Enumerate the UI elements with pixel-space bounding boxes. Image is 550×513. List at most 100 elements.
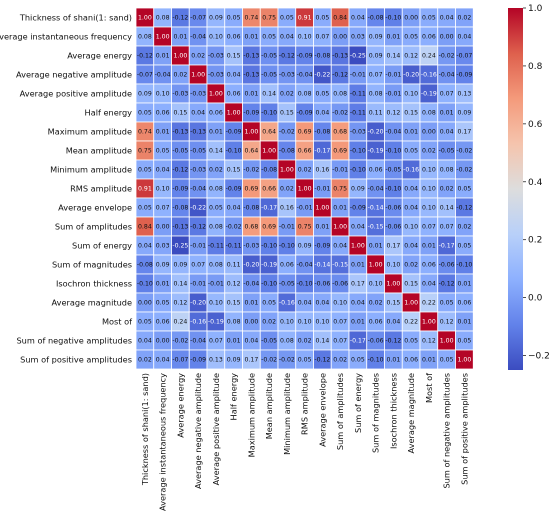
column-label: Maximum amplitude: [246, 373, 256, 457]
cell-value-label: 0.05: [156, 148, 170, 155]
cell-value-label: -0.01: [279, 224, 295, 231]
cell-value-label: 0.74: [244, 15, 258, 22]
cell-value-label: 0.06: [369, 167, 383, 174]
cell-value-label: -0.12: [439, 281, 455, 288]
cell-value-label: 0.01: [351, 319, 365, 326]
cell-value-label: 0.75: [262, 15, 276, 22]
cell-value-label: -0.11: [208, 243, 224, 250]
cell-value-label: -0.10: [350, 167, 366, 174]
cell-value-label: -0.01: [332, 167, 348, 174]
cell-value-label: -0.22: [190, 205, 206, 212]
row-label: Average energy: [67, 51, 132, 61]
cell-value-label: 0.03: [351, 34, 365, 41]
cell-value-label: 0.08: [227, 319, 241, 326]
row-label: Sum of magnitudes: [52, 260, 132, 270]
cell-value-label: 0.05: [440, 357, 454, 364]
cell-value-label: 0.06: [156, 110, 170, 117]
cell-value-label: 0.04: [440, 15, 454, 22]
cell-value-label: 0.09: [369, 53, 383, 60]
cell-value-label: -0.10: [385, 15, 401, 22]
cell-value-label: 0.01: [333, 205, 347, 212]
cell-value-label: -0.04: [243, 281, 259, 288]
cell-value-label: -0.20: [190, 300, 206, 307]
row-label: Average negative amplitude: [16, 70, 132, 80]
cell-value-label: 0.04: [315, 110, 329, 117]
cell-value-label: -0.19: [208, 319, 224, 326]
column-labels: Thickness of shani(1: sand) Average insta…: [140, 372, 470, 511]
cell-value-label: 0.00: [440, 34, 454, 41]
cell-value-label: 0.05: [138, 319, 152, 326]
row-label: Half energy: [85, 108, 133, 118]
row-label: Sum of energy: [72, 241, 132, 251]
cell-value-label: -0.08: [279, 148, 295, 155]
cell-value-label: -0.03: [350, 129, 366, 136]
cell-value-label: -0.03: [243, 243, 259, 250]
cell-value-label: 0.01: [156, 281, 170, 288]
cell-value-label: 0.10: [280, 319, 294, 326]
cell-value-label: 0.75: [138, 148, 152, 155]
cell-value-label: -0.09: [456, 72, 472, 79]
cell-value-label: -0.14: [368, 205, 384, 212]
cell-value-label: -0.25: [350, 53, 366, 60]
cell-value-label: -0.01: [297, 205, 313, 212]
cell-value-label: -0.10: [279, 243, 295, 250]
column-label: Average negative amplitude: [193, 373, 203, 489]
cell-value-label: 0.01: [351, 262, 365, 269]
cell-value-label: 0.12: [173, 300, 187, 307]
cell-value-label: -0.02: [332, 110, 348, 117]
cell-value-label: 0.05: [315, 15, 329, 22]
cell-value-label: 0.13: [457, 91, 471, 98]
cell-value-label: 0.08: [209, 186, 223, 193]
cell-value-label: 1.00: [404, 300, 418, 307]
cell-value-label: -0.04: [190, 338, 206, 345]
cell-value-label: 0.10: [422, 186, 436, 193]
row-label: Most of: [102, 317, 133, 327]
cell-value-label: 0.15: [280, 110, 294, 117]
cell-value-label: 0.04: [457, 34, 471, 41]
cell-value-label: -0.02: [226, 224, 242, 231]
row-label: RMS amplitude: [70, 184, 132, 194]
row-label: Sum of positive amplitudes: [20, 355, 132, 365]
cell-value-label: 0.16: [280, 205, 294, 212]
cell-value-label: -0.10: [368, 357, 384, 364]
cell-value-label: 0.02: [262, 319, 276, 326]
cell-value-label: -0.01: [190, 243, 206, 250]
cell-value-label: 0.66: [262, 186, 276, 193]
cell-value-label: 0.22: [404, 319, 418, 326]
cell-value-label: 0.12: [386, 110, 400, 117]
cell-value-label: 0.01: [209, 129, 223, 136]
column-label: RMS amplitude: [300, 373, 310, 435]
cell-value-label: 0.04: [227, 205, 241, 212]
cell-value-label: 0.05: [404, 34, 418, 41]
cell-value-label: 0.16: [315, 167, 329, 174]
column-label: Sum of energy: [353, 373, 363, 433]
cell-value-label: 0.04: [156, 167, 170, 174]
cell-value-label: 0.08: [138, 34, 152, 41]
cell-value-label: -0.10: [261, 243, 277, 250]
cell-value-label: 0.00: [138, 300, 152, 307]
cell-value-label: 0.17: [244, 357, 258, 364]
colorbar-tick-label: 0.0: [528, 294, 543, 304]
cell-value-label: -0.17: [314, 148, 330, 155]
cell-value-label: -0.06: [368, 338, 384, 345]
cell-value-label: 0.02: [173, 72, 187, 79]
cell-value-label: -0.11: [350, 91, 366, 98]
cell-value-label: 0.01: [457, 281, 471, 288]
cell-value-label: 0.14: [315, 338, 329, 345]
cell-value-label: -0.17: [439, 243, 455, 250]
cell-value-label: 0.05: [138, 205, 152, 212]
cell-value-label: -0.06: [439, 262, 455, 269]
cell-value-label: 0.05: [209, 205, 223, 212]
cell-value-label: 1.00: [191, 72, 205, 79]
cell-value-label: 0.01: [227, 338, 241, 345]
cell-value-label: 0.22: [422, 300, 436, 307]
cell-value-label: 0.10: [404, 224, 418, 231]
cell-value-label: -0.12: [279, 53, 295, 60]
row-label: Thickness of shani(1: sand): [19, 13, 132, 23]
cell-value-label: 0.05: [422, 15, 436, 22]
cell-value-label: -0.08: [368, 15, 384, 22]
column-label: Sum of negative amplitudes: [442, 373, 452, 489]
cell-value-label: 0.12: [404, 53, 418, 60]
cell-value-label: -0.10: [456, 262, 472, 269]
